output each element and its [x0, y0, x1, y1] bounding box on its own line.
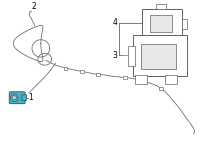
FancyBboxPatch shape	[133, 35, 187, 76]
Circle shape	[12, 96, 16, 100]
FancyBboxPatch shape	[135, 75, 147, 84]
Bar	[64, 67, 67, 70]
FancyBboxPatch shape	[128, 46, 135, 66]
Bar	[80, 70, 84, 73]
FancyBboxPatch shape	[156, 4, 166, 9]
FancyBboxPatch shape	[165, 75, 177, 84]
FancyBboxPatch shape	[142, 9, 182, 37]
FancyBboxPatch shape	[22, 95, 26, 101]
Text: 4: 4	[113, 18, 118, 27]
Bar	[142, 80, 146, 83]
Text: 2: 2	[32, 2, 37, 11]
FancyBboxPatch shape	[9, 92, 25, 104]
Text: 1: 1	[28, 93, 33, 102]
FancyBboxPatch shape	[141, 44, 176, 69]
FancyBboxPatch shape	[182, 19, 187, 29]
Bar	[96, 73, 100, 76]
Bar	[159, 87, 163, 90]
Text: 3: 3	[113, 51, 118, 60]
Bar	[123, 76, 127, 79]
Circle shape	[10, 94, 18, 101]
FancyBboxPatch shape	[150, 15, 172, 32]
